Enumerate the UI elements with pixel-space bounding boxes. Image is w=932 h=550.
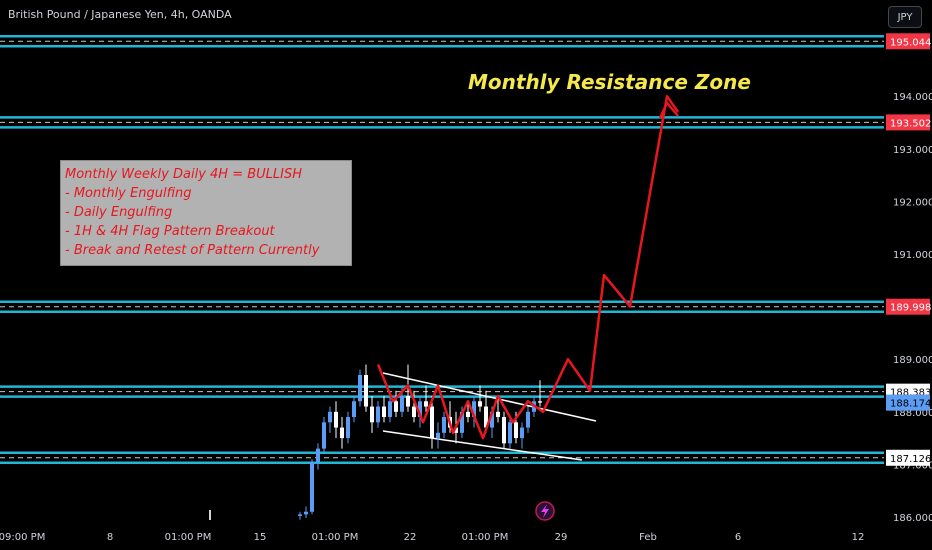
x-tick-label-9: 6 (735, 532, 741, 543)
svg-text:188.383: 188.383 (890, 388, 931, 399)
svg-text:187.126: 187.126 (890, 454, 931, 465)
candle-38 (526, 406, 530, 433)
candle-14 (382, 396, 386, 423)
candle-6 (334, 401, 338, 439)
note-line-1: Monthly Weekly Daily 4H = BULLISH (65, 167, 303, 182)
candle-1 (304, 506, 308, 519)
x-tick-label-4: 01:00 PM (312, 532, 359, 543)
candle-21 (424, 385, 428, 412)
y-tick-label-7: 186.000 (893, 513, 932, 524)
candle-29 (472, 396, 476, 428)
note-line-4: - 1H & 4H Flag Pattern Breakout (65, 224, 275, 239)
candle-8 (346, 411, 350, 444)
candle-22 (430, 396, 434, 449)
svg-text:195.044: 195.044 (890, 37, 931, 48)
x-tick-label-10: 12 (852, 532, 865, 543)
y-tick-label-1: 193.000 (893, 145, 932, 156)
candle-3 (316, 443, 320, 470)
price-label-2: 189.998 (886, 298, 931, 315)
candle-30 (478, 385, 482, 412)
price-label-1: 193.502 (886, 114, 931, 131)
projection-arrowhead (658, 100, 679, 119)
flag-upper-line (382, 372, 597, 422)
candle-40 (538, 380, 542, 407)
y-tick-label-0: 194.000 (893, 92, 932, 103)
candle-13 (376, 401, 380, 428)
x-tick-label-6: 01:00 PM (462, 532, 509, 543)
candle-15 (388, 396, 392, 423)
flag-pattern (382, 372, 597, 461)
tradingview-marker-icon (209, 510, 211, 520)
note-line-5: - Break and Retest of Pattern Currently (65, 243, 320, 258)
candle-24 (442, 411, 446, 439)
candle-35 (508, 417, 512, 449)
candle-16 (394, 390, 398, 418)
x-tick-label-3: 15 (254, 532, 267, 543)
y-tick-label-6: 187.000 (893, 460, 932, 471)
x-tick-label-2: 01:00 PM (165, 532, 212, 543)
y-tick-label-4: 189.000 (893, 355, 932, 366)
x-tick-label-1: 8 (107, 532, 113, 543)
candle-19 (412, 390, 416, 423)
candle-0 (298, 511, 302, 520)
zone-4 (0, 451, 884, 465)
candle-33 (496, 396, 500, 423)
analysis-note-box: Monthly Weekly Daily 4H = BULLISH - Mont… (60, 160, 352, 266)
candle-9 (352, 396, 356, 423)
candle-2 (310, 459, 314, 515)
price-label-4: 188.174 (886, 394, 931, 411)
x-tick-label-8: Feb (639, 532, 657, 543)
price-axis: 194.000 193.000 192.000 191.000 189.000 188.0… (886, 33, 932, 524)
candle-4 (322, 417, 326, 454)
candle-11 (364, 364, 368, 412)
candle-7 (340, 417, 344, 449)
projection-path (376, 94, 680, 440)
svg-text:189.998: 189.998 (890, 303, 931, 314)
candle-23 (436, 422, 440, 449)
lightning-icon[interactable] (535, 501, 555, 521)
note-line-2: - Monthly Engulfing (65, 186, 192, 201)
x-tick-label-5: 22 (404, 532, 417, 543)
x-tick-label-0: 09:00 PM (0, 532, 45, 543)
zone-2 (0, 300, 884, 313)
projection-line (376, 94, 680, 440)
note-line-3: - Daily Engulfing (65, 205, 173, 220)
currency-button[interactable]: JPY (888, 6, 922, 28)
svg-text:193.502: 193.502 (890, 118, 931, 129)
flag-lower-line (382, 430, 583, 461)
y-tick-label-2: 192.000 (893, 197, 932, 208)
candle-12 (370, 396, 374, 433)
candle-37 (520, 422, 524, 449)
candle-5 (328, 406, 332, 433)
zone-1 (0, 116, 884, 129)
zone-0 (0, 35, 884, 48)
y-tick-label-5: 188.000 (893, 408, 932, 419)
time-axis: 09:00 PM 8 01:00 PM 15 01:00 PM 22 01:00 PM 29 F… (0, 532, 864, 543)
candle-10 (358, 369, 362, 407)
price-label-5: 187.126 (886, 449, 931, 466)
x-tick-label-7: 29 (555, 532, 568, 543)
candle-28 (466, 401, 470, 423)
y-tick-label-3: 191.000 (893, 250, 932, 261)
price-label-0: 195.044 (886, 33, 931, 50)
monthly-resistance-label: Monthly Resistance Zone (468, 70, 751, 94)
candle-34 (502, 411, 506, 449)
chart-title: British Pound / Japanese Yen, 4h, OANDA (8, 8, 232, 21)
svg-text:188.174: 188.174 (890, 399, 931, 410)
candle-31 (484, 390, 488, 433)
candlesticks (298, 364, 542, 520)
